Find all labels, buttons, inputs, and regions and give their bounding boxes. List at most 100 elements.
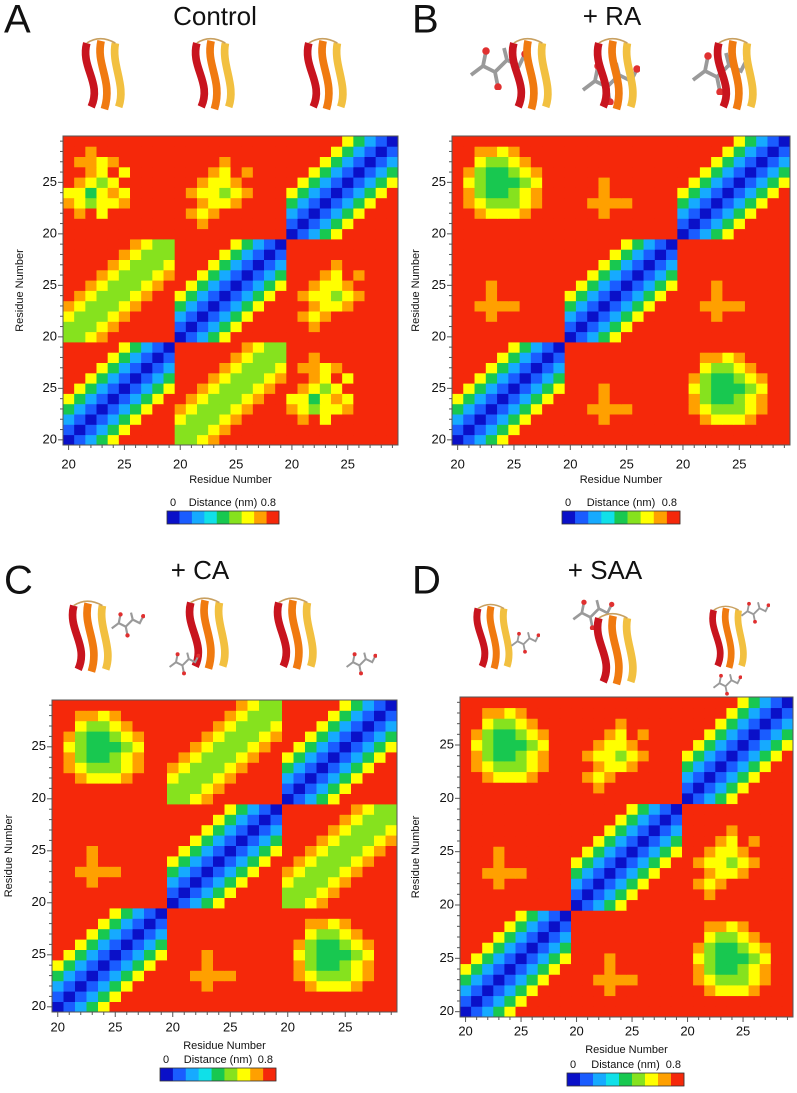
heatmap-cell: [610, 218, 622, 229]
heatmap-cell: [208, 363, 220, 374]
heatmap-cell: [508, 177, 520, 188]
heatmap-cell: [253, 260, 265, 271]
heatmap-cell: [471, 878, 483, 889]
heatmap-cell: [259, 918, 271, 929]
heatmap-cell: [197, 435, 209, 446]
heatmap-cell: [598, 414, 610, 425]
heatmap-cell: [141, 280, 153, 291]
heatmap-cell: [471, 772, 483, 783]
heatmap-cell: [197, 311, 209, 322]
heatmap-cell: [97, 342, 109, 353]
heatmap-cell: [376, 342, 388, 353]
heatmap-cell: [689, 167, 701, 178]
heatmap-cell: [64, 887, 76, 898]
heatmap-cell: [463, 249, 475, 260]
heatmap-cell: [689, 363, 701, 374]
heatmap-cell: [197, 270, 209, 281]
heatmap-cell: [190, 908, 202, 919]
heatmap-cell: [471, 729, 483, 740]
heatmap-cell: [677, 311, 689, 322]
heatmap-cell: [197, 301, 209, 312]
heatmap-cell: [242, 167, 254, 178]
heatmap-cell: [386, 721, 398, 732]
heatmap-cell: [317, 814, 329, 825]
heatmap-cell: [213, 742, 225, 753]
heatmap-cell: [553, 229, 565, 240]
heatmap-cell: [87, 939, 99, 950]
heatmap-cell: [615, 900, 627, 911]
heatmap-cell: [353, 280, 365, 291]
heatmap-cell: [745, 342, 757, 353]
heatmap-cell: [236, 1002, 248, 1013]
heatmap-cell: [259, 970, 271, 981]
heatmap-cell: [351, 856, 363, 867]
heatmap-cell: [264, 270, 276, 281]
heatmap-cell: [531, 136, 543, 147]
heatmap-cell: [317, 700, 329, 711]
heatmap-cell: [460, 910, 472, 921]
heatmap-cell: [767, 167, 779, 178]
heatmap-cell: [632, 435, 644, 446]
heatmap-cell: [767, 424, 779, 435]
heatmap-cell: [167, 783, 179, 794]
heatmap-cell: [179, 710, 191, 721]
heatmap-cell: [167, 762, 179, 773]
heatmap-cell: [374, 762, 386, 773]
heatmap-cell: [587, 218, 599, 229]
heatmap-cell: [305, 700, 317, 711]
heatmap-cell: [74, 311, 86, 322]
heatmap-cell: [85, 270, 97, 281]
heatmap-cell: [700, 188, 712, 199]
heatmap-cell: [351, 950, 363, 961]
heatmap-cell: [738, 857, 750, 868]
heatmap-cell: [738, 814, 750, 825]
heatmap-cell: [576, 239, 588, 250]
heatmap-cell: [615, 825, 627, 836]
heatmap-cell: [671, 708, 683, 719]
heatmap-cell: [682, 740, 694, 751]
heatmap-cell: [460, 857, 472, 868]
heatmap-cell: [242, 332, 254, 343]
heatmap-cell: [286, 311, 298, 322]
heatmap-cell: [213, 804, 225, 815]
heatmap-cell: [531, 332, 543, 343]
heatmap-cell: [108, 435, 120, 446]
heatmap-cell: [133, 1002, 145, 1013]
heatmap-cell: [576, 383, 588, 394]
heatmap-cell: [693, 708, 705, 719]
heatmap-cell: [671, 825, 683, 836]
heatmap-cell: [144, 835, 156, 846]
heatmap-cell: [527, 761, 539, 772]
heatmap-cell: [756, 342, 768, 353]
heatmap-cell: [460, 846, 472, 857]
x-tick-label: 20: [285, 456, 299, 471]
heatmap-cell: [342, 373, 354, 384]
heatmap-cell: [682, 718, 694, 729]
heatmap-cell: [771, 750, 783, 761]
heatmap-cell: [610, 352, 622, 363]
heatmap-cell: [553, 208, 565, 219]
heatmap-cell: [771, 974, 783, 985]
heatmap-cell: [565, 239, 577, 250]
heatmap-cell: [387, 435, 399, 446]
heatmap-cell: [587, 383, 599, 394]
heatmap-cell: [208, 177, 220, 188]
heatmap-cell: [565, 311, 577, 322]
heatmap-cell: [248, 939, 260, 950]
heatmap-cell: [164, 435, 176, 446]
heatmap-cell: [164, 311, 176, 322]
heatmap-cell: [486, 424, 498, 435]
heatmap-cell: [175, 198, 187, 209]
heatmap-cell: [782, 772, 794, 783]
heatmap-cell: [542, 363, 554, 374]
heatmap-cell: [767, 136, 779, 147]
heatmap-cell: [649, 857, 661, 868]
heatmap-cell: [760, 953, 772, 964]
heatmap-cell: [317, 742, 329, 753]
heatmap-cell: [497, 249, 509, 260]
heatmap-cell: [63, 280, 75, 291]
heatmap-cell: [259, 752, 271, 763]
heatmap-cell: [671, 900, 683, 911]
heatmap-cell: [190, 846, 202, 857]
heatmap-cell: [538, 974, 550, 985]
